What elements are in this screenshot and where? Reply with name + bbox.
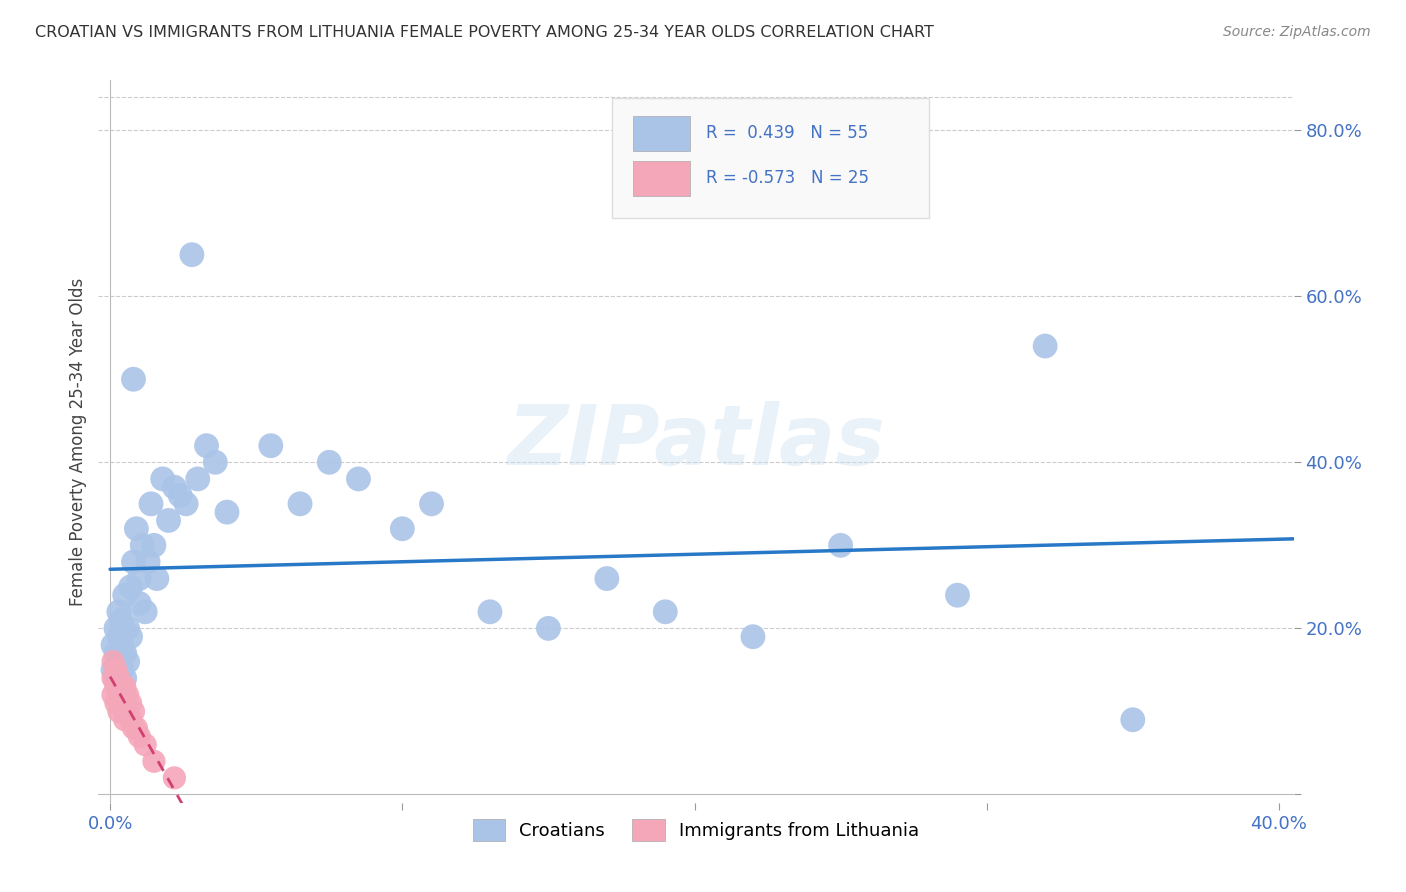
Point [134, 738, 156, 752]
Point [654, 605, 676, 619]
Point [478, 605, 501, 619]
Point [117, 655, 139, 669]
Point [104, 646, 127, 660]
Point [347, 472, 370, 486]
Point [114, 696, 136, 710]
Point [117, 688, 139, 702]
Point [122, 372, 145, 386]
Point [120, 580, 142, 594]
Point [260, 439, 283, 453]
Point [114, 646, 136, 660]
Point [146, 572, 169, 586]
Point [142, 754, 165, 768]
Point [101, 688, 124, 702]
Point [108, 671, 131, 685]
Point [204, 455, 226, 469]
Point [142, 538, 165, 552]
Text: ZIPatlas: ZIPatlas [508, 401, 884, 482]
Point [596, 572, 619, 586]
Point [111, 663, 134, 677]
Point [128, 730, 150, 744]
Legend: Croatians, Immigrants from Lithuania: Croatians, Immigrants from Lithuania [465, 812, 927, 848]
Point [181, 248, 204, 262]
Point [537, 621, 560, 635]
Point [391, 522, 413, 536]
Point [108, 680, 131, 694]
Point [122, 721, 145, 735]
Point [122, 555, 145, 569]
Point [117, 621, 139, 635]
Point [136, 555, 159, 569]
Point [742, 630, 765, 644]
Point [111, 613, 134, 627]
Point [101, 638, 124, 652]
Point [104, 680, 127, 694]
Point [108, 655, 131, 669]
Point [111, 680, 134, 694]
Point [114, 671, 136, 685]
Point [125, 721, 148, 735]
Point [1122, 713, 1144, 727]
Point [134, 605, 156, 619]
Point [120, 630, 142, 644]
Point [169, 489, 191, 503]
Point [114, 588, 136, 602]
Point [101, 663, 124, 677]
Point [288, 497, 311, 511]
Point [128, 597, 150, 611]
Point [104, 696, 127, 710]
Point [120, 696, 142, 710]
Point [128, 572, 150, 586]
Y-axis label: Female Poverty Among 25-34 Year Olds: Female Poverty Among 25-34 Year Olds [69, 277, 87, 606]
Point [104, 671, 127, 685]
FancyBboxPatch shape [633, 117, 690, 151]
Text: R = -0.573   N = 25: R = -0.573 N = 25 [706, 169, 869, 186]
Point [101, 671, 124, 685]
Point [139, 497, 162, 511]
Point [131, 538, 153, 552]
Point [420, 497, 443, 511]
Point [114, 680, 136, 694]
Point [120, 713, 142, 727]
Point [101, 655, 124, 669]
Point [215, 505, 238, 519]
Point [163, 771, 186, 785]
Point [174, 497, 197, 511]
Point [104, 663, 127, 677]
Point [195, 439, 218, 453]
Point [187, 472, 209, 486]
Point [157, 513, 180, 527]
Point [111, 638, 134, 652]
Point [163, 480, 186, 494]
Point [111, 696, 134, 710]
Point [152, 472, 174, 486]
Point [946, 588, 969, 602]
FancyBboxPatch shape [633, 161, 690, 196]
Point [1033, 339, 1056, 353]
Point [108, 605, 131, 619]
Text: R =  0.439   N = 55: R = 0.439 N = 55 [706, 124, 868, 142]
Point [108, 630, 131, 644]
Point [104, 621, 127, 635]
FancyBboxPatch shape [613, 98, 929, 218]
Point [108, 688, 131, 702]
Text: CROATIAN VS IMMIGRANTS FROM LITHUANIA FEMALE POVERTY AMONG 25-34 YEAR OLDS CORRE: CROATIAN VS IMMIGRANTS FROM LITHUANIA FE… [35, 25, 934, 40]
Point [108, 705, 131, 719]
Point [117, 705, 139, 719]
Point [830, 538, 852, 552]
Point [122, 705, 145, 719]
Point [114, 713, 136, 727]
Point [125, 522, 148, 536]
Text: Source: ZipAtlas.com: Source: ZipAtlas.com [1223, 25, 1371, 39]
Point [318, 455, 340, 469]
